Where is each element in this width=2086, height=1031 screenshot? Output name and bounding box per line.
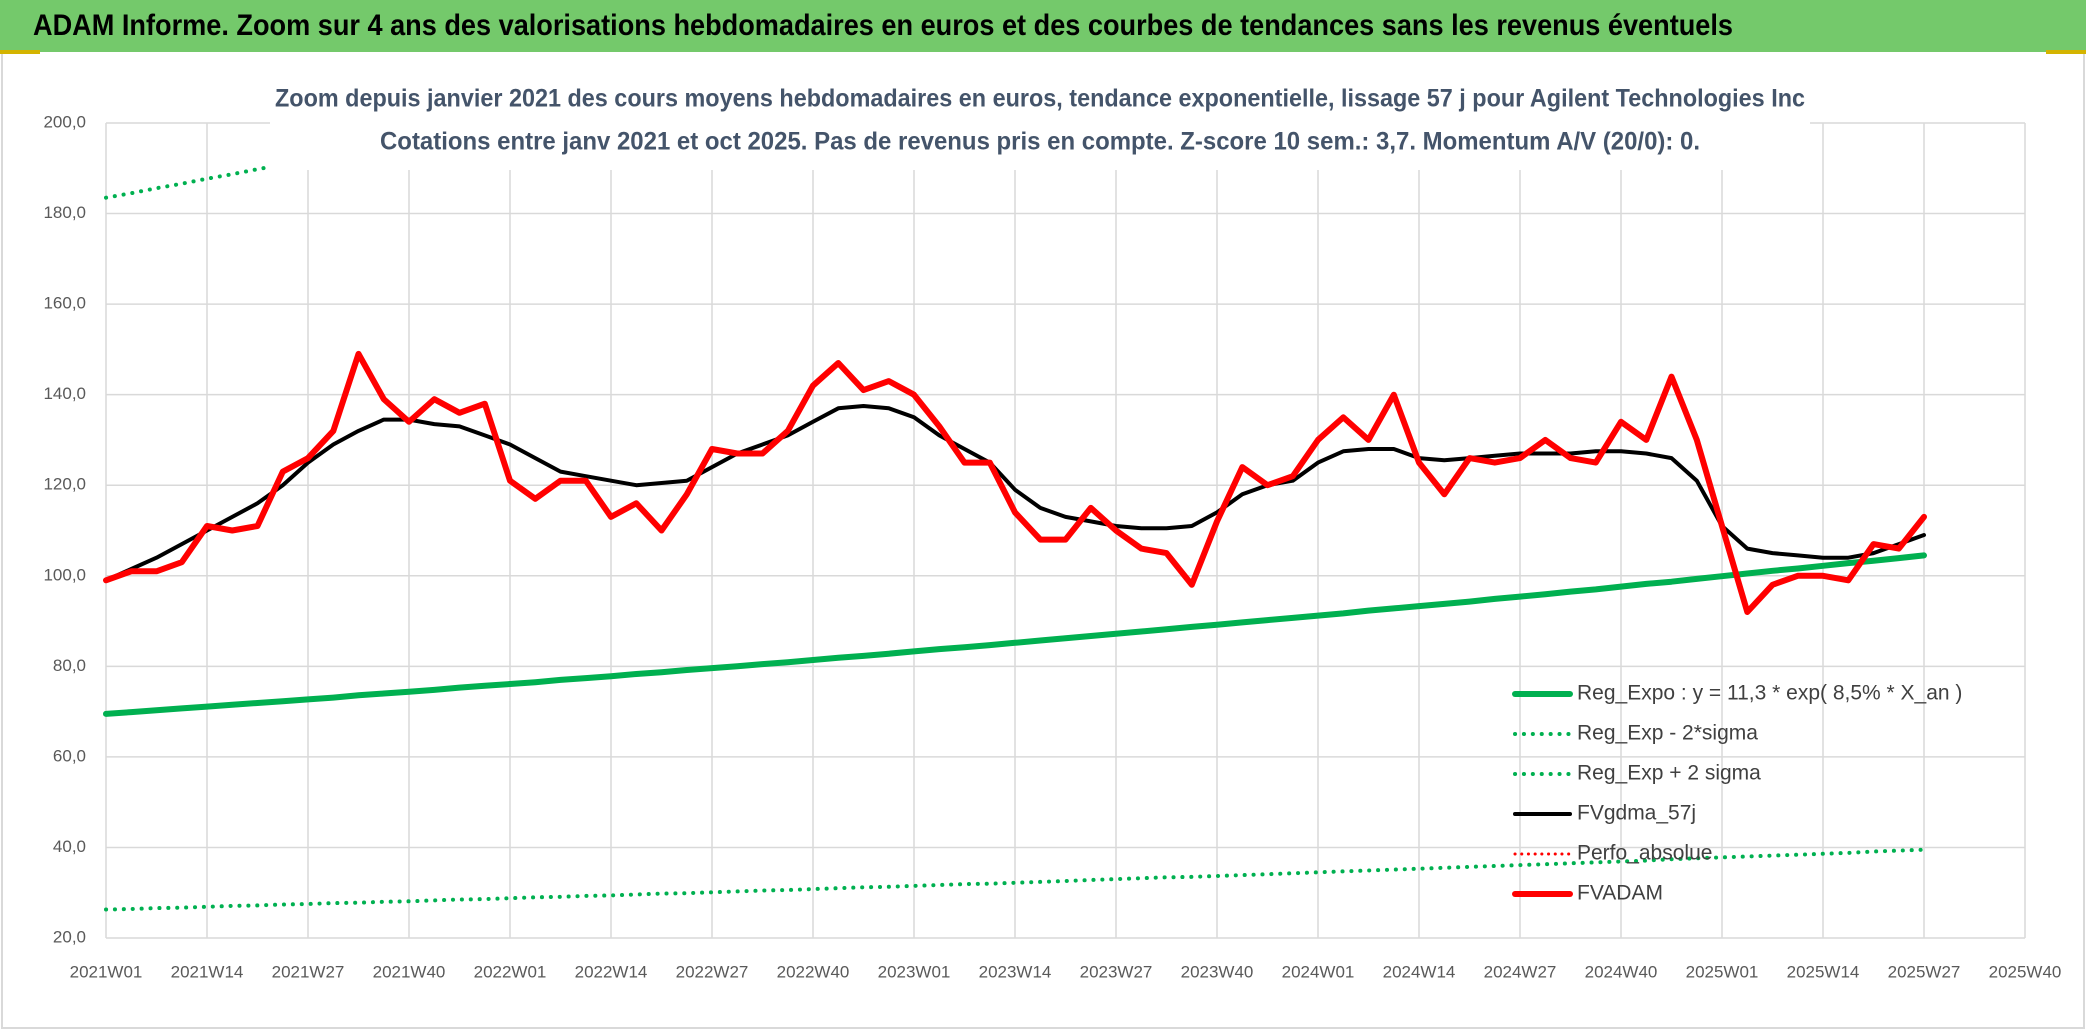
banner-edge <box>0 50 40 54</box>
x-tick-label: 2022W40 <box>777 962 850 981</box>
x-tick-label: 2024W14 <box>1383 962 1456 981</box>
x-tick-label: 2022W14 <box>575 962 648 981</box>
x-tick-label: 2023W40 <box>1181 962 1254 981</box>
chart-frame <box>1 39 2085 1029</box>
x-tick-label: 2025W14 <box>1787 962 1860 981</box>
y-tick-label: 200,0 <box>43 112 86 131</box>
x-tick-label: 2022W27 <box>676 962 749 981</box>
legend-label: Reg_Expo : y = 11,3 * exp( 8,5% * X_an ) <box>1577 682 1962 705</box>
y-tick-label: 60,0 <box>53 746 86 765</box>
y-tick-label: 80,0 <box>53 656 86 675</box>
x-tick-label: 2025W01 <box>1686 962 1759 981</box>
x-tick-label: 2022W01 <box>474 962 547 981</box>
x-tick-label: 2024W01 <box>1282 962 1355 981</box>
legend: Reg_Expo : y = 11,3 * exp( 8,5% * X_an )… <box>1512 682 1962 905</box>
legend-label: Reg_Exp - 2*sigma <box>1577 722 1758 745</box>
legend-label: FVgdma_57j <box>1577 802 1696 825</box>
series <box>103 350 1927 615</box>
title-box <box>270 74 1810 170</box>
legend-label: FVADAM <box>1577 882 1663 905</box>
x-tick-label: 2023W01 <box>878 962 951 981</box>
chart-subtitle: Cotations entre janv 2021 et oct 2025. P… <box>380 128 1700 156</box>
y-tick-label: 40,0 <box>53 837 86 856</box>
x-tick-label: 2025W27 <box>1888 962 1961 981</box>
x-tick-label: 2023W27 <box>1080 962 1153 981</box>
plot-area: 20,0 40,0 60,0 80,0 100,0 120,0 140,0 160,0 180,… <box>43 112 2062 981</box>
x-tick-label: 2025W40 <box>1989 962 2062 981</box>
series <box>104 847 1926 912</box>
x-tick-label: 2021W27 <box>272 962 345 981</box>
y-tick-label: 180,0 <box>43 203 86 222</box>
banner-title: ADAM Informe. Zoom sur 4 ans des valoris… <box>33 9 1733 42</box>
chart-title: Zoom depuis janvier 2021 des cours moyen… <box>275 85 1805 113</box>
x-tick-label: 2021W14 <box>171 962 244 981</box>
y-tick-label: 120,0 <box>43 475 86 494</box>
x-tick-label: 2024W27 <box>1484 962 1557 981</box>
y-tick-label: 160,0 <box>43 294 86 313</box>
x-tick-label: 2021W40 <box>373 962 446 981</box>
series <box>103 552 1927 717</box>
legend-label: Perfo_absolue <box>1577 842 1712 865</box>
banner-edge <box>2046 50 2086 54</box>
legend-label: Reg_Exp + 2 sigma <box>1577 762 1761 785</box>
x-tick-label: 2021W01 <box>70 962 143 981</box>
y-tick-label: 100,0 <box>43 565 86 584</box>
x-tick-label: 2024W40 <box>1585 962 1658 981</box>
series-line <box>103 552 1927 717</box>
y-tick-label: 140,0 <box>43 384 86 403</box>
banner <box>0 0 2086 52</box>
y-tick-label: 20,0 <box>53 927 86 946</box>
x-tick-label: 2023W14 <box>979 962 1052 981</box>
series-line <box>103 350 1927 615</box>
series-line <box>104 847 1926 912</box>
